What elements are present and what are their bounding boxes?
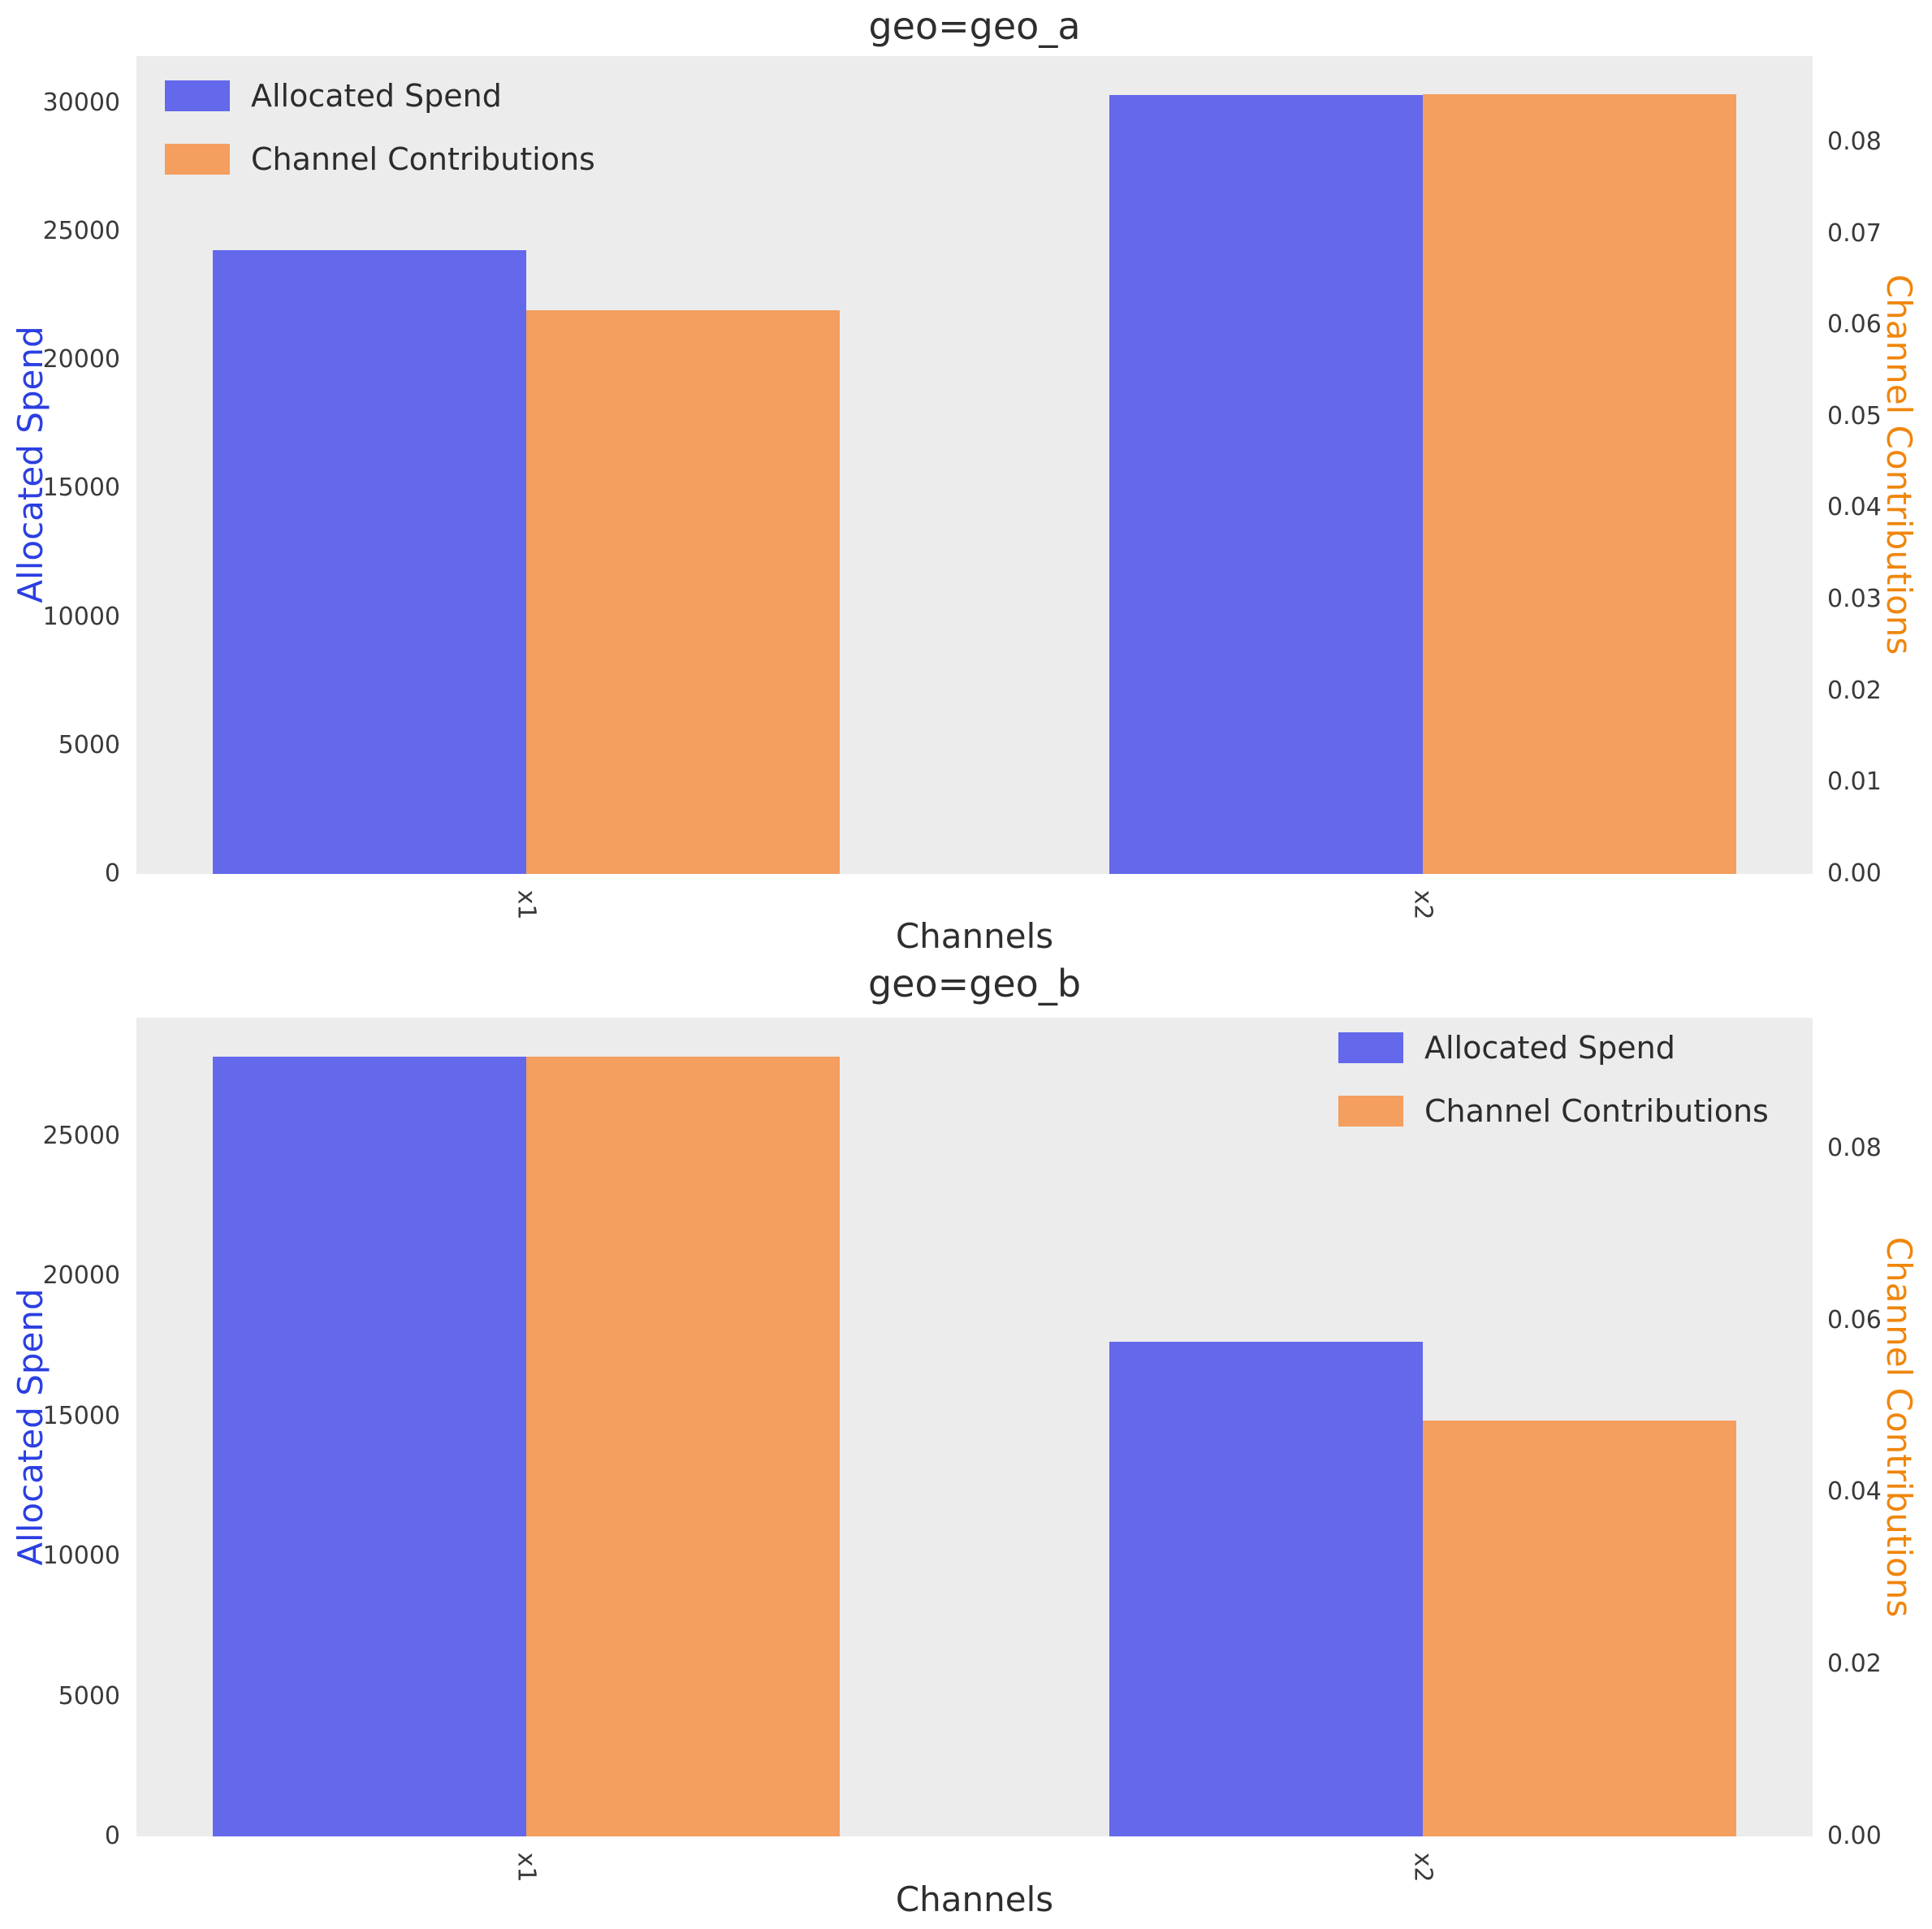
right-axis-tick-label: 0.08 <box>1827 1133 1882 1162</box>
right-axis-tick-label: 0.00 <box>1827 859 1882 888</box>
legend-label: Allocated Spend <box>251 78 502 114</box>
y-axis-label-right: Channel Contributions <box>1879 1236 1919 1618</box>
left-axis-tick-label: 15000 <box>42 474 120 503</box>
right-axis-tick-label: 0.03 <box>1827 585 1882 614</box>
left-axis-tick-label: 20000 <box>42 1261 120 1291</box>
bar-x1-allocated-spend <box>212 249 526 874</box>
right-axis-tick-label: 0.07 <box>1827 218 1882 248</box>
right-axis-tick-label: 0.06 <box>1827 310 1882 340</box>
left-axis-tick-label: 15000 <box>42 1401 120 1430</box>
bar-x1-channel-contributions <box>526 1056 840 1836</box>
right-axis-tick-label: 0.01 <box>1827 768 1882 797</box>
legend-item: Allocated Spend <box>165 76 595 115</box>
allocated-spend-swatch-icon <box>165 80 230 111</box>
legend-label: Channel Contributions <box>1424 1093 1769 1129</box>
legend-item: Channel Contributions <box>165 140 595 179</box>
bar-x2-channel-contributions <box>1422 1420 1736 1836</box>
x-axis-tick-label: x1 <box>512 1852 541 1883</box>
channel-contributions-swatch-icon <box>165 144 230 175</box>
legend: Allocated Spend Channel Contributions <box>165 76 595 203</box>
allocated-spend-swatch-icon <box>1338 1032 1403 1063</box>
x-axis-tick-label: x2 <box>1408 1852 1437 1883</box>
left-axis-tick-label: 25000 <box>42 217 120 246</box>
right-axis-tick-label: 0.02 <box>1827 676 1882 705</box>
legend-label: Channel Contributions <box>251 141 595 177</box>
left-axis-tick-label: 30000 <box>42 88 120 117</box>
channel-contributions-swatch-icon <box>1338 1096 1403 1127</box>
bar-x2-channel-contributions <box>1422 94 1736 874</box>
left-axis-tick-label: 5000 <box>58 1681 120 1711</box>
left-axis-tick-label: 25000 <box>42 1121 120 1150</box>
bar-x2-allocated-spend <box>1109 94 1423 874</box>
right-axis-tick-label: 0.05 <box>1827 401 1882 430</box>
left-axis-tick-label: 20000 <box>42 345 120 374</box>
chart-title: geo=geo_a <box>868 4 1081 48</box>
left-axis-tick-label: 0 <box>104 859 120 888</box>
left-axis-tick-label: 5000 <box>58 730 120 759</box>
x-axis-label: Channels <box>895 1879 1054 1919</box>
chart-title: geo=geo_b <box>867 962 1082 1006</box>
legend-item: Allocated Spend <box>1338 1028 1769 1067</box>
left-axis-tick-label: 10000 <box>42 1542 120 1571</box>
plot-area <box>136 1018 1813 1836</box>
plot-area <box>136 56 1813 874</box>
right-axis-tick-label: 0.04 <box>1827 493 1882 522</box>
legend: Allocated Spend Channel Contributions <box>1338 1028 1769 1155</box>
bar-x1-channel-contributions <box>526 310 840 874</box>
left-axis-tick-label: 10000 <box>42 602 120 631</box>
bar-x2-allocated-spend <box>1109 1342 1423 1836</box>
legend-label: Allocated Spend <box>1424 1030 1675 1066</box>
legend-item: Channel Contributions <box>1338 1092 1769 1131</box>
right-axis-tick-label: 0.00 <box>1827 1822 1882 1850</box>
x-axis-label: Channels <box>895 916 1054 956</box>
right-axis-tick-label: 0.06 <box>1827 1305 1882 1334</box>
bar-x1-allocated-spend <box>212 1056 526 1836</box>
right-axis-tick-label: 0.04 <box>1827 1477 1882 1507</box>
right-axis-tick-label: 0.08 <box>1827 127 1882 156</box>
right-axis-tick-label: 0.02 <box>1827 1650 1882 1679</box>
left-axis-tick-label: 0 <box>104 1822 120 1850</box>
